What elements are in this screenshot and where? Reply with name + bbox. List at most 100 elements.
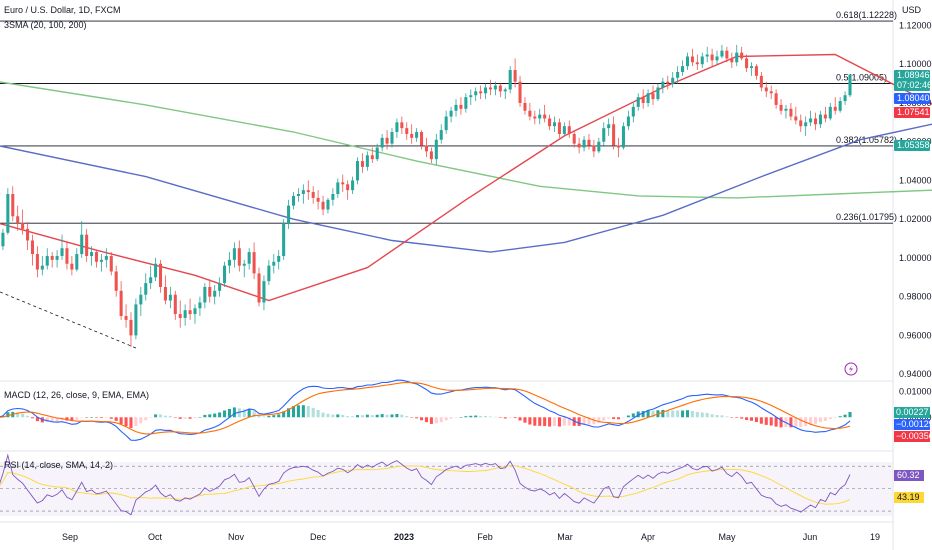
candle <box>6 188 10 235</box>
candle-body <box>385 137 389 144</box>
macd-histogram-bar <box>237 408 241 418</box>
macd-histogram-bar <box>439 417 443 423</box>
macd-histogram-bar <box>769 417 773 426</box>
candle-body <box>617 145 621 148</box>
fib-label-0: 0.618(1.12228) <box>836 10 897 20</box>
candle-body <box>676 71 680 78</box>
macd-histogram-bar <box>306 406 310 418</box>
candle-body <box>35 254 39 270</box>
candle <box>809 110 813 127</box>
macd-histogram-bar <box>311 407 315 418</box>
macd-histogram-bar <box>764 417 768 425</box>
candle <box>676 66 680 84</box>
currency-label: USD <box>902 5 922 15</box>
candle <box>823 106 827 123</box>
candle <box>227 252 231 274</box>
candle-body <box>557 122 561 134</box>
candle-body <box>769 91 773 94</box>
candle <box>301 184 305 204</box>
candle-body <box>40 265 44 270</box>
candle-body <box>479 91 483 94</box>
time-label-nov: Nov <box>228 532 245 542</box>
sma200-line <box>0 81 932 199</box>
fibonacci-levels: 0.618(1.12228) 0.5(1.09005) 0.382(1.05782)… <box>0 10 897 224</box>
candle-body <box>434 139 438 160</box>
candle <box>183 304 187 326</box>
candle-body <box>725 50 729 59</box>
candle-body <box>809 118 813 123</box>
candle-body <box>291 195 296 206</box>
candle <box>804 116 808 136</box>
macd-histogram-bar <box>710 414 714 418</box>
macd-histogram-bar <box>346 416 350 418</box>
price-tick-label: 1.00000 <box>899 253 932 263</box>
candle-body <box>306 190 310 193</box>
sma20-line <box>0 53 932 302</box>
candle <box>779 99 783 115</box>
candle-body <box>104 255 108 260</box>
candle <box>134 298 138 340</box>
macd-histogram-bar <box>552 417 557 427</box>
macd-histogram-bar <box>336 414 340 418</box>
sma-legend: 3SMA (20, 100, 200) <box>4 20 87 30</box>
candle-body <box>592 145 596 152</box>
macd-histogram-bar <box>720 415 724 418</box>
candle-body <box>488 87 493 90</box>
candle-body <box>188 310 192 315</box>
candle-body <box>247 252 251 264</box>
candle <box>848 73 852 98</box>
macd-histogram-bar <box>70 417 74 422</box>
candle-body <box>158 263 163 287</box>
candle <box>139 286 143 317</box>
macd-histogram-bar <box>617 417 621 420</box>
macd-histogram-bar <box>484 415 488 418</box>
time-axis[interactable]: Sep Oct Nov Dec 2023 Feb Mar Apr May Jun 19 <box>62 532 880 542</box>
macd-histogram-bar <box>513 417 517 419</box>
macd-histogram-bar <box>257 415 261 418</box>
fib-label-1: 0.5(1.09005) <box>836 73 887 83</box>
candle-body <box>833 106 837 111</box>
candle <box>769 85 773 100</box>
macd-histogram-bar <box>794 417 798 428</box>
macd-histogram-bar <box>700 412 704 418</box>
price-tag-text: 1.08040 <box>897 93 930 103</box>
candle <box>685 52 690 71</box>
candle <box>636 93 640 111</box>
macd-histogram-bar <box>119 417 123 425</box>
candle-body <box>16 216 20 224</box>
candle <box>567 120 571 138</box>
lightning-icon[interactable] <box>844 362 858 376</box>
candle <box>26 222 30 251</box>
candle <box>646 89 650 107</box>
macd-histogram-bar <box>218 412 222 418</box>
macd-histogram-bar <box>242 409 246 418</box>
candle <box>705 46 709 63</box>
candle <box>833 97 837 115</box>
candle-body <box>99 259 103 262</box>
candle <box>548 114 552 131</box>
candle <box>168 286 172 309</box>
candle <box>410 124 414 144</box>
macd-histogram-bar <box>301 405 305 418</box>
candle <box>90 246 94 266</box>
candle <box>464 93 468 113</box>
macd-histogram-bar <box>223 410 227 418</box>
macd-histogram-bar <box>612 417 616 419</box>
candle-body <box>287 205 291 224</box>
price-tag: 1.05358 <box>894 140 930 151</box>
candle <box>488 79 493 96</box>
macd-histogram-bar <box>365 414 369 418</box>
trend-line[interactable] <box>0 291 137 349</box>
candle-body <box>301 190 305 194</box>
macd-histogram-bar <box>567 417 571 426</box>
macd-histogram-bar <box>577 417 581 426</box>
macd-histogram-bar <box>104 417 108 418</box>
macd-histogram-bar <box>247 409 251 418</box>
candle-body <box>818 114 822 125</box>
rsi-sma-line <box>0 465 851 505</box>
candle-body <box>129 319 133 336</box>
candle-body <box>823 114 827 119</box>
macd-histogram-bar <box>621 417 625 418</box>
candle <box>124 304 128 328</box>
